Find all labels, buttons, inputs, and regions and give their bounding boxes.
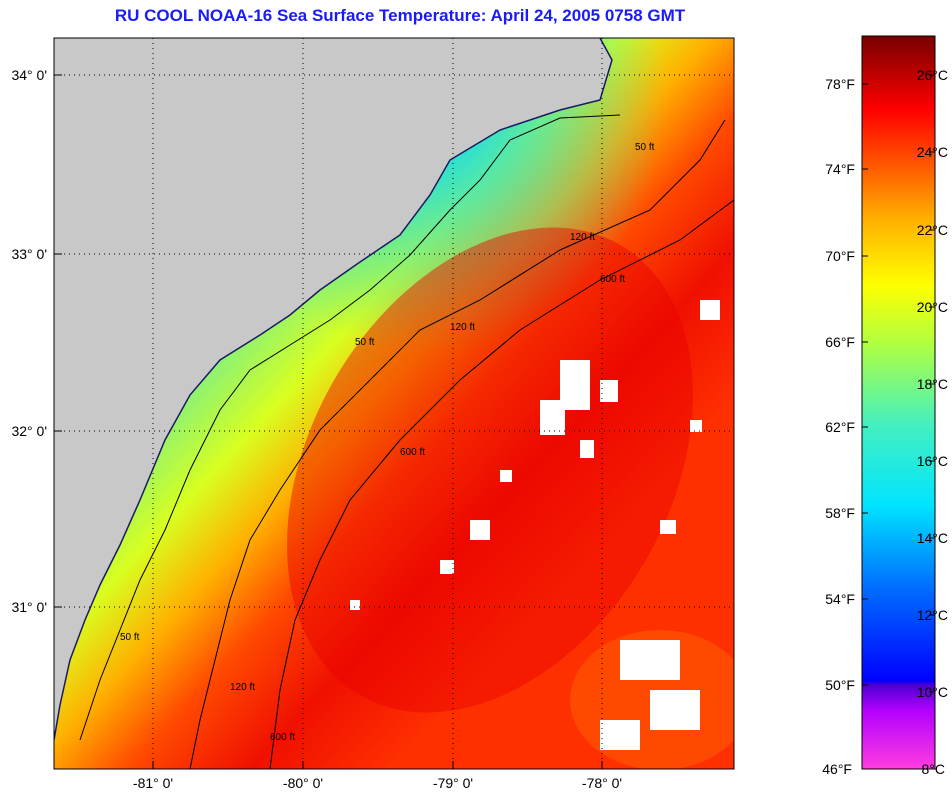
colorbar-f-label: 66°F xyxy=(825,334,855,350)
colorbar-c-label: 10°C xyxy=(917,684,948,700)
colorbar-c-label: 16°C xyxy=(917,453,948,469)
lon-label: -79° 0' xyxy=(433,775,473,791)
colorbar-c-label: 26°C xyxy=(917,67,948,83)
lat-gridlines xyxy=(54,74,734,608)
depth-contours xyxy=(79,114,734,769)
lat-label: 33° 0' xyxy=(11,246,47,262)
colorbar-f-label: 46°F xyxy=(822,761,852,777)
lat-label: 32° 0' xyxy=(11,423,47,439)
colorbar-ticks xyxy=(862,74,935,693)
colorbar-c-label: 22°C xyxy=(917,222,948,238)
colorbar-f-label: 70°F xyxy=(825,248,855,264)
colorbar-f-label: 74°F xyxy=(825,161,855,177)
contour-50ft xyxy=(79,114,621,741)
contour-label-50-south: 50 ft xyxy=(120,632,140,643)
lat-label: 34° 0' xyxy=(11,67,47,83)
colorbar-f-label: 50°F xyxy=(825,677,855,693)
colorbar-c-label: 14°C xyxy=(917,530,948,546)
land-mass xyxy=(54,38,612,740)
colorbar-f-label: 78°F xyxy=(825,76,855,92)
colorbar xyxy=(861,35,936,770)
contour-label-50-north: 50 ft xyxy=(635,142,655,153)
contour-label-50-mid: 50 ft xyxy=(355,337,375,348)
contour-label-120-south: 120 ft xyxy=(230,682,255,693)
cloud-mask xyxy=(350,300,720,750)
lat-label: 31° 0' xyxy=(11,599,47,615)
lon-label: -81° 0' xyxy=(133,775,173,791)
coastline xyxy=(54,38,613,741)
map-frame xyxy=(53,37,735,770)
map-title: RU COOL NOAA-16 Sea Surface Temperature:… xyxy=(114,6,686,25)
colorbar-c-label: 18°C xyxy=(917,376,948,392)
frame-ticks xyxy=(54,74,603,769)
colorbar-f-label: 62°F xyxy=(825,419,855,435)
contour-label-120-north: 120 ft xyxy=(570,232,595,243)
contour-label-600-south: 600 ft xyxy=(270,732,295,743)
colorbar-f-label: 54°F xyxy=(825,591,855,607)
lon-label: -78° 0' xyxy=(582,775,622,791)
contour-120ft xyxy=(189,119,726,769)
contour-label-600-mid: 600 ft xyxy=(400,447,425,458)
lon-gridlines xyxy=(152,38,603,769)
gulf-stream-core xyxy=(287,227,693,713)
colorbar-f-label: 58°F xyxy=(825,505,855,521)
colorbar-c-label: 24°C xyxy=(917,144,948,160)
colorbar-c-label: 20°C xyxy=(917,299,948,315)
contour-600ft xyxy=(269,199,734,769)
contour-label-120-mid: 120 ft xyxy=(450,322,475,333)
colorbar-c-label: 12°C xyxy=(917,607,948,623)
colorbar-c-label: 8°C xyxy=(922,761,946,777)
contour-label-600-north: 600 ft xyxy=(600,274,625,285)
lon-label: -80° 0' xyxy=(283,775,323,791)
